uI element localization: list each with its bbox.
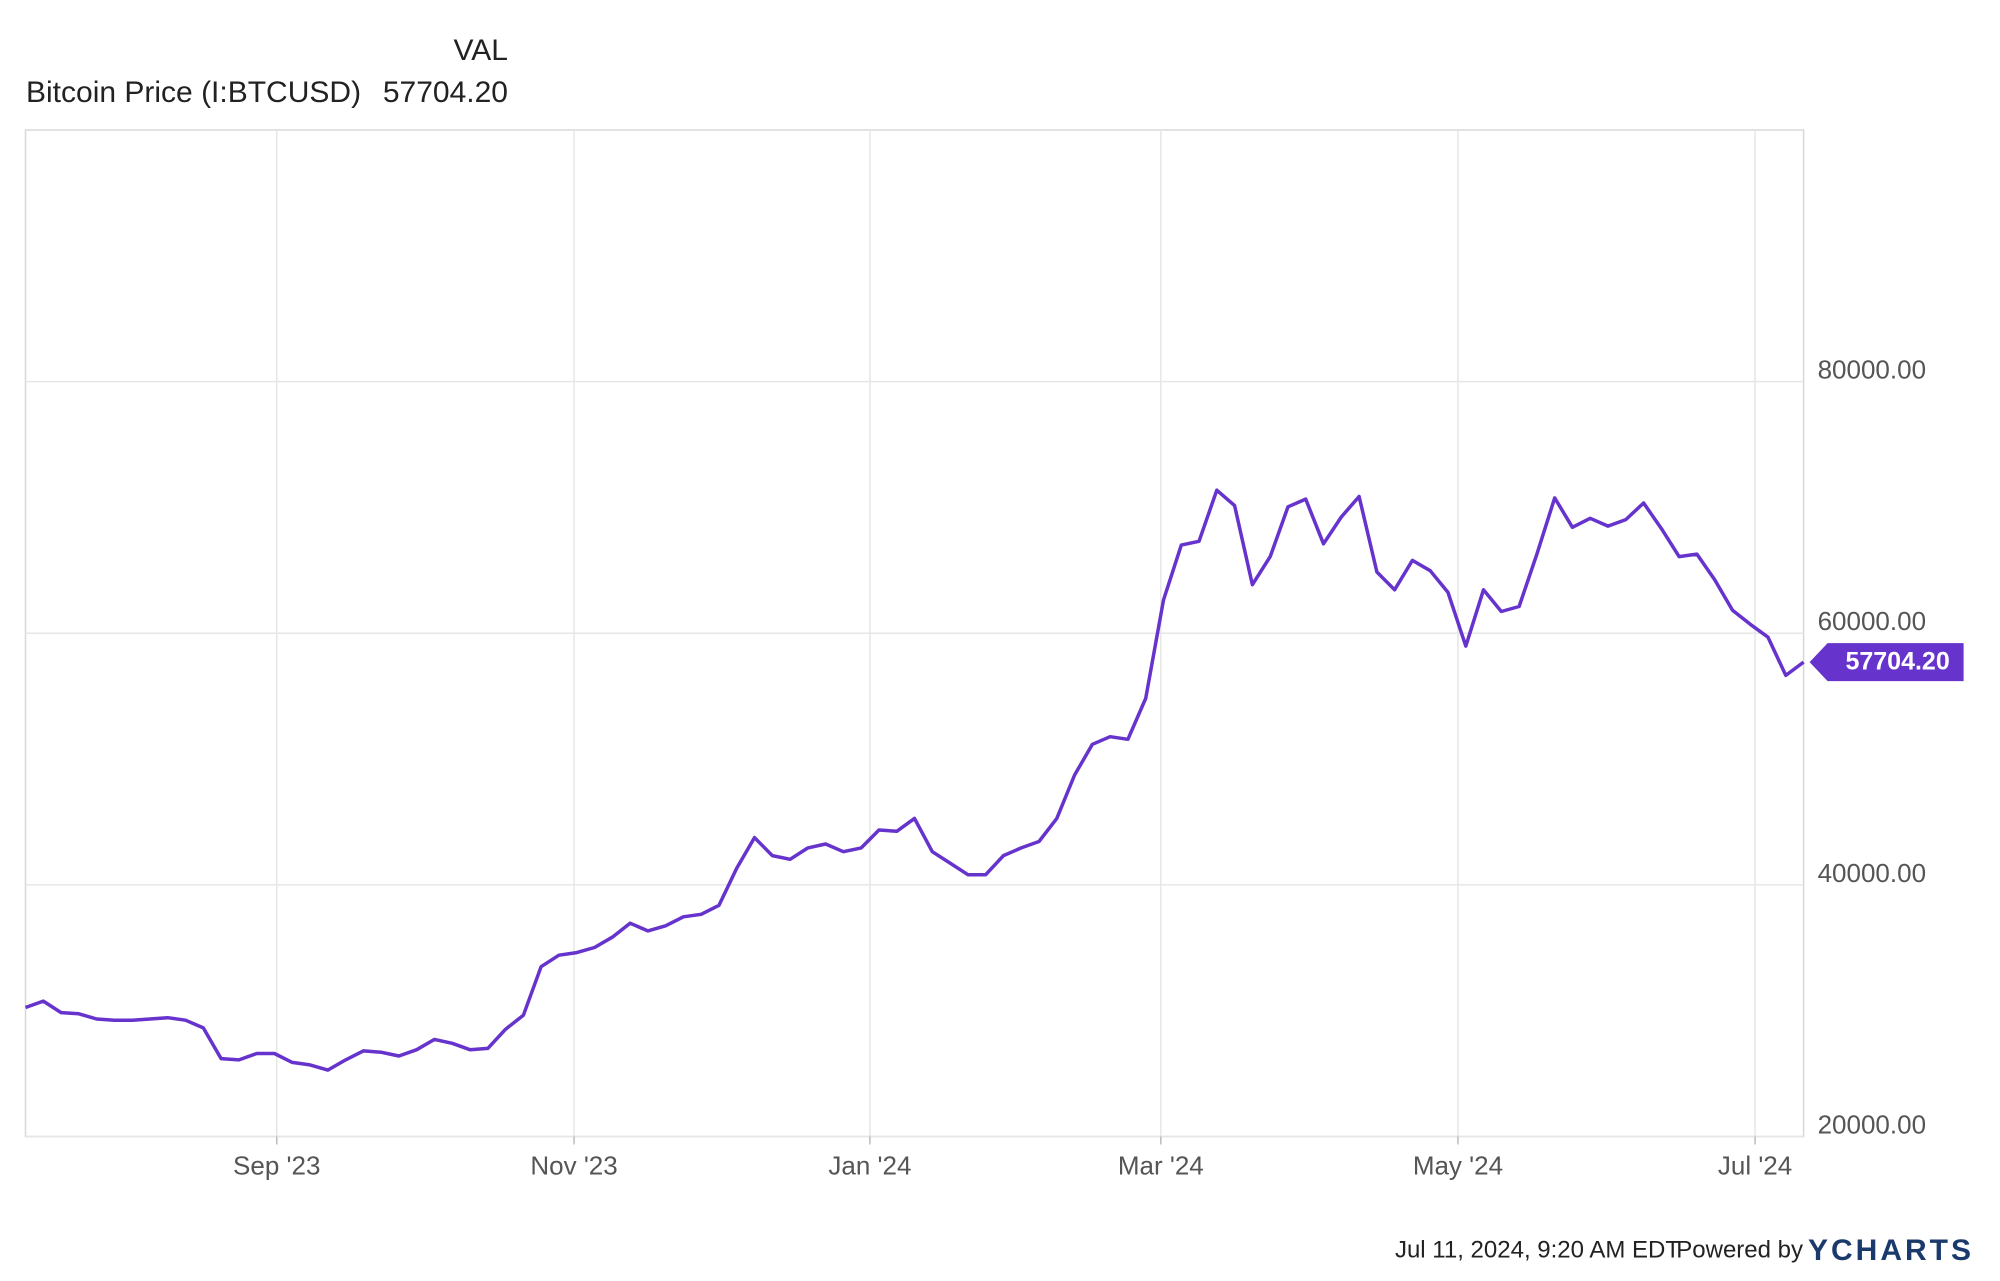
x-tick-label: Sep '23 [233,1150,320,1180]
y-tick-label: 60000.00 [1818,606,1926,636]
last-value-tag-label: 57704.20 [1845,648,1949,676]
last-value: 57704.20 [383,76,508,109]
column-label: VAL [454,34,508,67]
series-name: Bitcoin Price (I:BTCUSD) [26,76,361,109]
price-line [24,488,1805,1072]
last-value-tag [1809,643,1964,682]
x-tick-label: Jan '24 [828,1150,911,1180]
x-tick-label: Nov '23 [530,1150,617,1180]
y-tick-label: 40000.00 [1818,858,1926,888]
powered-by: Powered by [1676,1236,1803,1263]
x-tick-label: Jul '24 [1718,1150,1792,1180]
x-tick-label: May '24 [1413,1150,1503,1180]
brand-logo: YCHARTS [1808,1234,1974,1267]
timestamp: Jul 11, 2024, 9:20 AM EDT [1395,1236,1680,1263]
y-tick-label: 20000.00 [1818,1109,1926,1139]
x-tick-label: Mar '24 [1118,1150,1204,1180]
y-tick-label: 80000.00 [1818,355,1926,385]
